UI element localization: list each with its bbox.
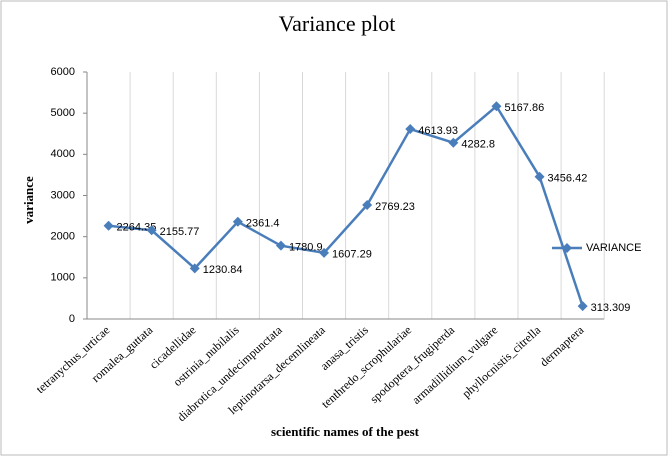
legend-marker	[562, 243, 572, 253]
y-tick-label: 3000	[51, 189, 75, 201]
y-tick-label: 1000	[51, 272, 75, 284]
data-label: 1780.9	[289, 242, 323, 254]
data-label: 3456.42	[548, 173, 588, 185]
data-label: 1230.84	[203, 264, 243, 276]
data-label: 2264.35	[117, 222, 157, 234]
data-label: 2361.4	[246, 218, 280, 230]
data-label: 2769.23	[375, 201, 415, 213]
data-point	[491, 101, 502, 112]
data-label: 2155.77	[160, 226, 200, 238]
data-label: 313.309	[591, 302, 631, 314]
series-line	[108, 104, 584, 307]
chart-title: Variance plot	[279, 11, 396, 36]
legend-label: VARIANCE	[586, 242, 641, 254]
data-point	[577, 301, 588, 312]
data-point	[146, 225, 157, 236]
data-label: 5167.86	[504, 102, 544, 114]
data-point	[189, 263, 200, 274]
y-tick-label: 5000	[51, 107, 75, 119]
data-point	[534, 171, 545, 182]
y-tick-label: 2000	[51, 231, 75, 243]
data-label: 4613.93	[418, 125, 458, 137]
y-tick-label: 6000	[51, 66, 75, 78]
y-tick-label: 0	[69, 313, 75, 325]
data-point	[448, 137, 459, 148]
data-point	[232, 216, 243, 227]
data-point	[405, 124, 416, 135]
y-tick-label: 4000	[51, 148, 75, 160]
data-label: 1607.29	[332, 249, 372, 261]
data-point	[319, 247, 330, 258]
data-label: 4282.8	[461, 139, 495, 151]
data-point	[275, 240, 286, 251]
data-point	[103, 220, 114, 231]
y-axis-title: variance	[21, 176, 36, 224]
data-point	[362, 200, 373, 211]
x-axis-title: scientific names of the pest	[271, 424, 420, 439]
